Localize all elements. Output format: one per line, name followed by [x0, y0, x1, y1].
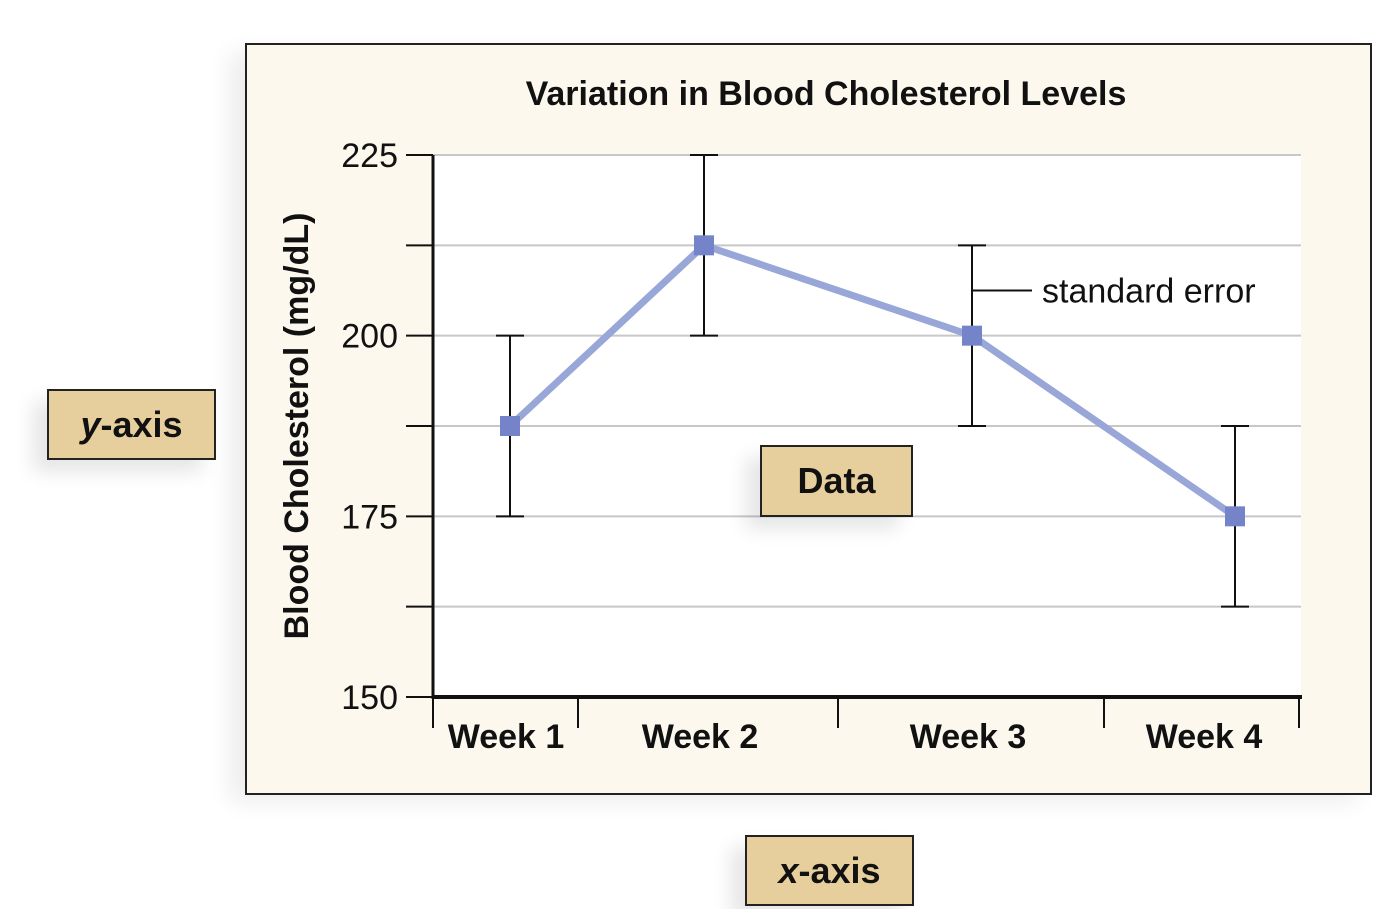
data-point: [500, 416, 520, 436]
y-tick-labels: 150 175 200 225: [341, 137, 398, 717]
y-tick-label: 150: [341, 679, 398, 717]
x-axis-callout: x -axis: [745, 835, 914, 906]
x-tick-label: Week 3: [910, 718, 1027, 756]
series-line: [507, 241, 1237, 520]
y-axis-callout-rest: -axis: [100, 403, 183, 445]
x-tick-labels: Week 1 Week 2 Week 3 Week 4: [448, 718, 1263, 756]
y-tick-label: 225: [341, 137, 398, 175]
y-axis-callout: y -axis: [47, 389, 216, 460]
axes: [406, 154, 1302, 728]
chart-title: Variation in Blood Cholesterol Levels: [526, 75, 1127, 113]
data-point: [962, 325, 982, 346]
series: [496, 154, 1249, 608]
x-axis-callout-rest: -axis: [798, 849, 881, 891]
y-tick-label: 200: [341, 318, 398, 356]
x-axis-callout-italic: x: [778, 849, 799, 891]
y-tick-label: 175: [341, 498, 398, 536]
data-point: [1225, 506, 1245, 527]
x-tick-label: Week 1: [448, 718, 565, 756]
annotation-label: standard error: [1042, 273, 1256, 311]
data-callout: Data: [760, 445, 913, 517]
annotation: standard error: [972, 273, 1256, 311]
data-point: [694, 235, 714, 256]
x-tick-label: Week 4: [1146, 718, 1263, 756]
x-tick-label: Week 2: [642, 718, 759, 756]
y-axis-callout-italic: y: [80, 403, 101, 445]
y-axis-label: Blood Cholesterol (mg/dL): [278, 213, 316, 640]
